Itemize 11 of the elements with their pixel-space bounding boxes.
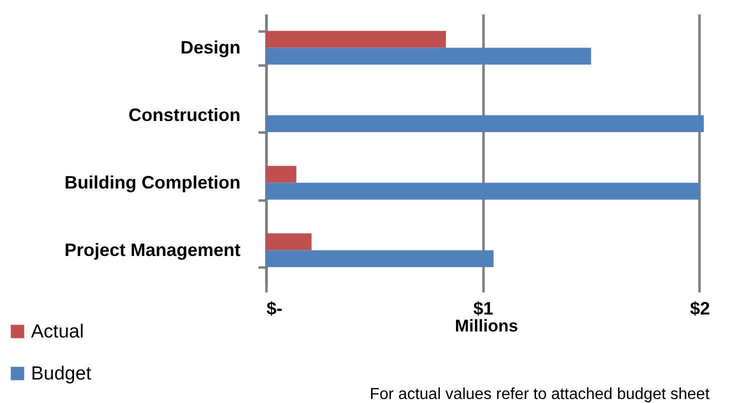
x-tick-label: $1: [473, 298, 494, 318]
x-axis-title: Millions: [454, 316, 518, 336]
x-tick-label: $2: [690, 298, 710, 318]
x-tick-label: $-: [266, 298, 283, 318]
legend-label: Budget: [31, 364, 92, 384]
legend-label: Actual: [31, 322, 84, 342]
y-tick-label: Design: [180, 37, 240, 58]
y-tick-label: Project Management: [64, 240, 241, 260]
text: For actual values refer to attached budget sheet: [370, 386, 710, 403]
y-tick-label: Building Completion: [64, 172, 240, 192]
y-tick-label: Construction: [128, 104, 240, 125]
